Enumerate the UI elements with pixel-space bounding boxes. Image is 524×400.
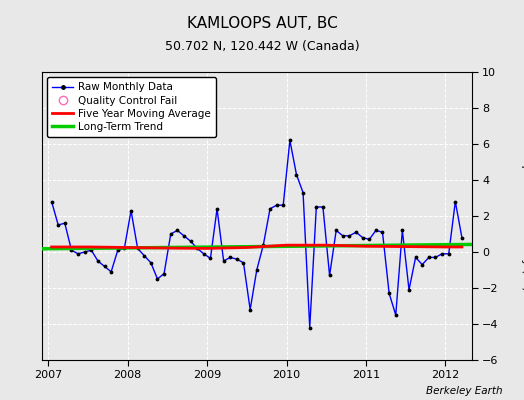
Text: Berkeley Earth: Berkeley Earth [427,386,503,396]
Legend: Raw Monthly Data, Quality Control Fail, Five Year Moving Average, Long-Term Tren: Raw Monthly Data, Quality Control Fail, … [47,77,216,137]
Y-axis label: Temperature Anomaly (°C): Temperature Anomaly (°C) [521,142,524,290]
Text: 50.702 N, 120.442 W (Canada): 50.702 N, 120.442 W (Canada) [165,40,359,53]
Text: KAMLOOPS AUT, BC: KAMLOOPS AUT, BC [187,16,337,31]
